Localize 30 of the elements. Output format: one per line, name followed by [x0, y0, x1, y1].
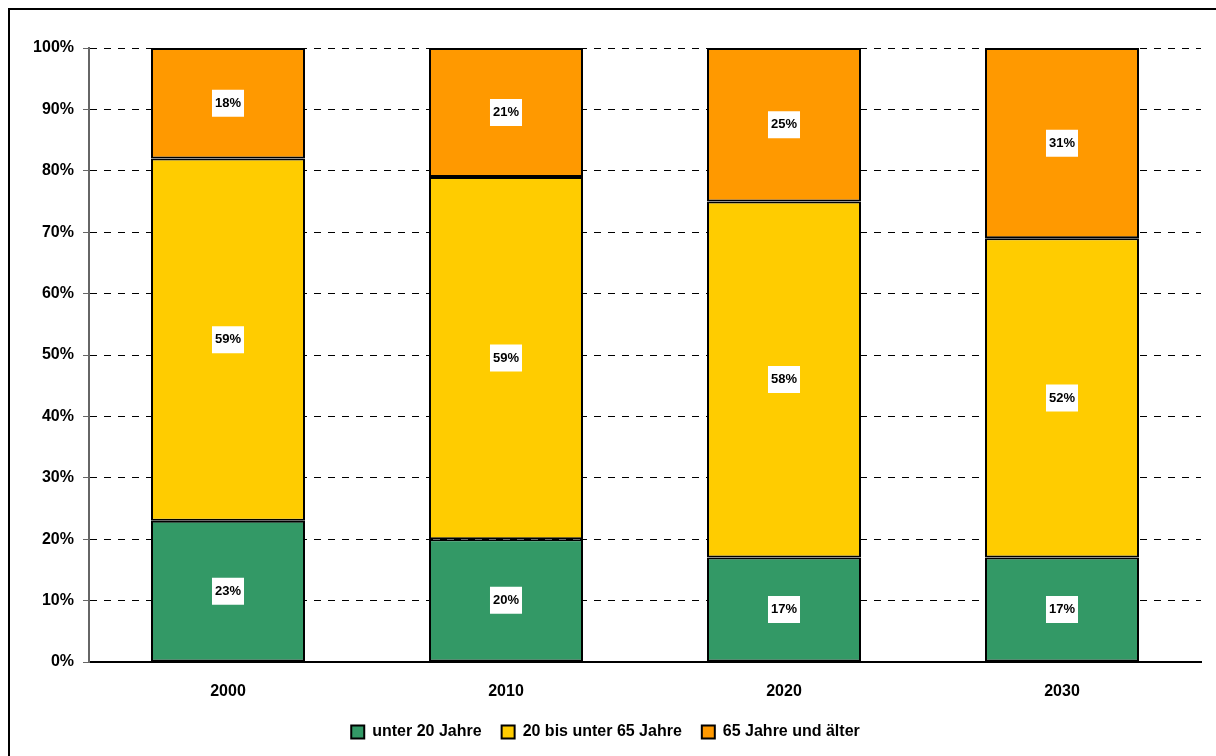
y-tick-label: 20% — [41, 529, 74, 547]
x-tick-label: 2010 — [488, 682, 524, 700]
legend-label: 20 bis unter 65 Jahre — [522, 722, 682, 740]
data-label: 59% — [492, 349, 520, 365]
data-label: 52% — [1048, 389, 1076, 405]
data-label: 18% — [214, 94, 242, 110]
data-label: 17% — [1048, 601, 1076, 617]
y-tick-label: 40% — [41, 406, 74, 424]
data-label: 31% — [1048, 134, 1076, 150]
y-tick-label: 100% — [33, 38, 74, 56]
y-tick-label: 10% — [41, 591, 74, 609]
y-tick-label: 0% — [50, 652, 74, 670]
data-label: 23% — [214, 582, 242, 598]
data-label: 21% — [492, 104, 520, 120]
x-tick-label: 2020 — [766, 682, 802, 700]
data-label: 58% — [770, 371, 798, 387]
x-tick-label: 2000 — [210, 682, 246, 700]
data-label: 17% — [770, 601, 798, 617]
y-tick-label: 70% — [41, 222, 74, 240]
legend-label: 65 Jahre und älter — [722, 722, 860, 740]
y-tick-label: 60% — [41, 284, 74, 302]
y-tick-label: 30% — [41, 468, 74, 486]
y-tick-label: 50% — [41, 345, 74, 363]
legend-label: unter 20 Jahre — [372, 722, 482, 740]
y-tick-label: 80% — [41, 161, 74, 179]
y-tick-label: 90% — [41, 99, 74, 117]
x-tick-label: 2030 — [1044, 682, 1080, 700]
data-label: 25% — [770, 116, 798, 132]
data-label: 20% — [492, 591, 520, 607]
data-label: 59% — [214, 331, 242, 347]
